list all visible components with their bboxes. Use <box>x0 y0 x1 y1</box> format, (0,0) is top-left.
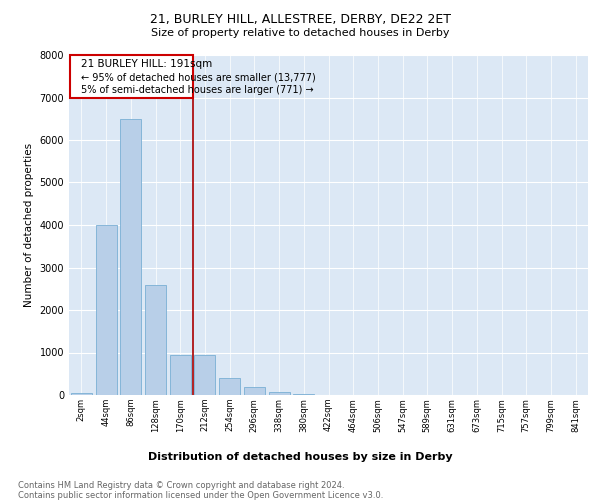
Bar <box>70 55 193 98</box>
Text: 5% of semi-detached houses are larger (771) →: 5% of semi-detached houses are larger (7… <box>82 85 314 95</box>
Bar <box>71 393 92 395</box>
Bar <box>145 284 166 395</box>
Bar <box>293 394 314 395</box>
Bar <box>120 118 141 395</box>
Text: 21 BURLEY HILL: 191sqm: 21 BURLEY HILL: 191sqm <box>82 60 212 70</box>
Bar <box>244 388 265 395</box>
Bar <box>170 354 191 395</box>
Text: Distribution of detached houses by size in Derby: Distribution of detached houses by size … <box>148 452 452 462</box>
Text: ← 95% of detached houses are smaller (13,777): ← 95% of detached houses are smaller (13… <box>82 72 316 82</box>
Bar <box>219 378 240 395</box>
Bar <box>95 225 116 395</box>
Text: 21, BURLEY HILL, ALLESTREE, DERBY, DE22 2ET: 21, BURLEY HILL, ALLESTREE, DERBY, DE22 … <box>149 12 451 26</box>
Text: Size of property relative to detached houses in Derby: Size of property relative to detached ho… <box>151 28 449 38</box>
Y-axis label: Number of detached properties: Number of detached properties <box>24 143 34 307</box>
Bar <box>194 354 215 395</box>
Text: Contains HM Land Registry data © Crown copyright and database right 2024.
Contai: Contains HM Land Registry data © Crown c… <box>18 481 383 500</box>
Bar <box>269 392 290 395</box>
